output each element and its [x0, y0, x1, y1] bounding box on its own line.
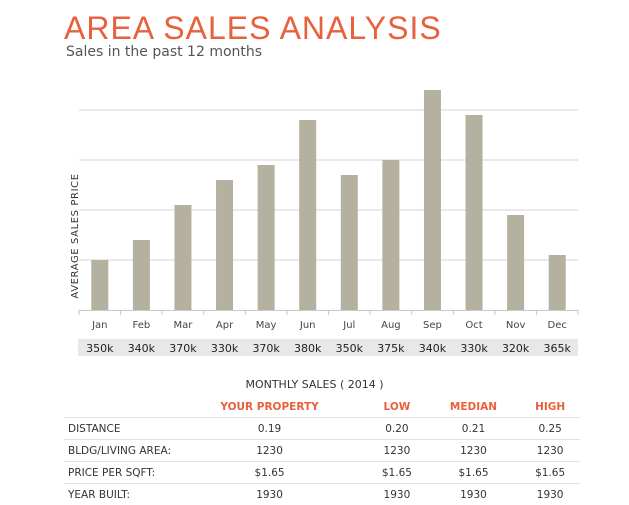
- bar-feb: [133, 240, 150, 310]
- table-cell: 1930: [172, 484, 367, 505]
- table-row: PRICE PER SQFT:$1.65$1.65$1.65$1.65: [64, 462, 580, 484]
- table-row-label: YEAR BUILT:: [64, 484, 172, 505]
- x-tick-label: Nov: [506, 320, 526, 331]
- data-value-label: 365k: [544, 342, 572, 355]
- x-tick-label: Apr: [216, 320, 234, 331]
- x-tick-label: Jul: [342, 320, 355, 331]
- table-column-header: LOW: [367, 397, 427, 418]
- table-cell: $1.65: [367, 462, 427, 484]
- x-tick-label: Feb: [133, 320, 151, 331]
- table-cell: 1230: [520, 440, 580, 462]
- data-value-label: 320k: [502, 342, 530, 355]
- table-cell: 0.20: [367, 418, 427, 440]
- x-tick-label: Aug: [381, 320, 401, 331]
- bar-dec: [549, 255, 566, 310]
- table-column-header: HIGH: [520, 397, 580, 418]
- table-row-label: DISTANCE: [64, 418, 172, 440]
- data-value-label: 340k: [419, 342, 447, 355]
- bar-layer: [91, 90, 565, 310]
- data-value-label: 330k: [211, 342, 239, 355]
- data-value-label: 350k: [336, 342, 364, 355]
- table-cell: 1930: [520, 484, 580, 505]
- bar-sep: [424, 90, 441, 310]
- table-row-label: BLDG/LIVING AREA:: [64, 440, 172, 462]
- table-row-label: PRICE PER SQFT:: [64, 462, 172, 484]
- table-cell: 1230: [172, 440, 367, 462]
- bar-jan: [91, 260, 108, 310]
- sales-bar-chart: Jan Feb Mar Apr May Jun Jul Aug Sep Oct Nov Dec 350k…: [0, 0, 629, 370]
- x-tick-label: Sep: [423, 320, 442, 331]
- bar-nov: [507, 215, 524, 310]
- table-cell: 1230: [367, 440, 427, 462]
- table-cell: $1.65: [520, 462, 580, 484]
- x-tick-label: May: [256, 320, 277, 331]
- table-header-blank: [64, 397, 172, 418]
- y-axis-label: AVERAGE SALES PRICE: [70, 173, 81, 298]
- table-cell: $1.65: [427, 462, 521, 484]
- data-value-label: 340k: [128, 342, 156, 355]
- table-column-header: YOUR PROPERTY: [172, 397, 367, 418]
- x-tick-label: Jan: [91, 320, 107, 331]
- data-value-label: 380k: [294, 342, 322, 355]
- bar-jun: [299, 120, 316, 310]
- table-cell: 1930: [367, 484, 427, 505]
- data-value-label: 370k: [252, 342, 280, 355]
- bar-apr: [216, 180, 233, 310]
- data-value-label: 370k: [169, 342, 197, 355]
- table-column-header: MEDIAN: [427, 397, 521, 418]
- bar-mar: [174, 205, 191, 310]
- bar-oct: [466, 115, 483, 310]
- table-cell: 1930: [427, 484, 521, 505]
- axis-layer: Jan Feb Mar Apr May Jun Jul Aug Sep Oct Nov Dec 350k…: [78, 310, 578, 356]
- bar-aug: [382, 160, 399, 310]
- bar-jul: [341, 175, 358, 310]
- table-cell: 0.25: [520, 418, 580, 440]
- data-value-label: 350k: [86, 342, 114, 355]
- table-cell: 0.19: [172, 418, 367, 440]
- table-cell: 1230: [427, 440, 521, 462]
- x-tick-label: Jun: [299, 320, 316, 331]
- table-title: MONTHLY SALES ( 2014 ): [0, 378, 629, 391]
- table-cell: 0.21: [427, 418, 521, 440]
- x-tick-label: Dec: [548, 320, 567, 331]
- x-tick-label: Oct: [465, 320, 482, 331]
- data-value-label: 330k: [460, 342, 488, 355]
- data-value-label: 375k: [377, 342, 405, 355]
- bar-may: [258, 165, 275, 310]
- table-cell: $1.65: [172, 462, 367, 484]
- grid-layer: [79, 110, 578, 260]
- x-tick-label: Mar: [174, 320, 194, 331]
